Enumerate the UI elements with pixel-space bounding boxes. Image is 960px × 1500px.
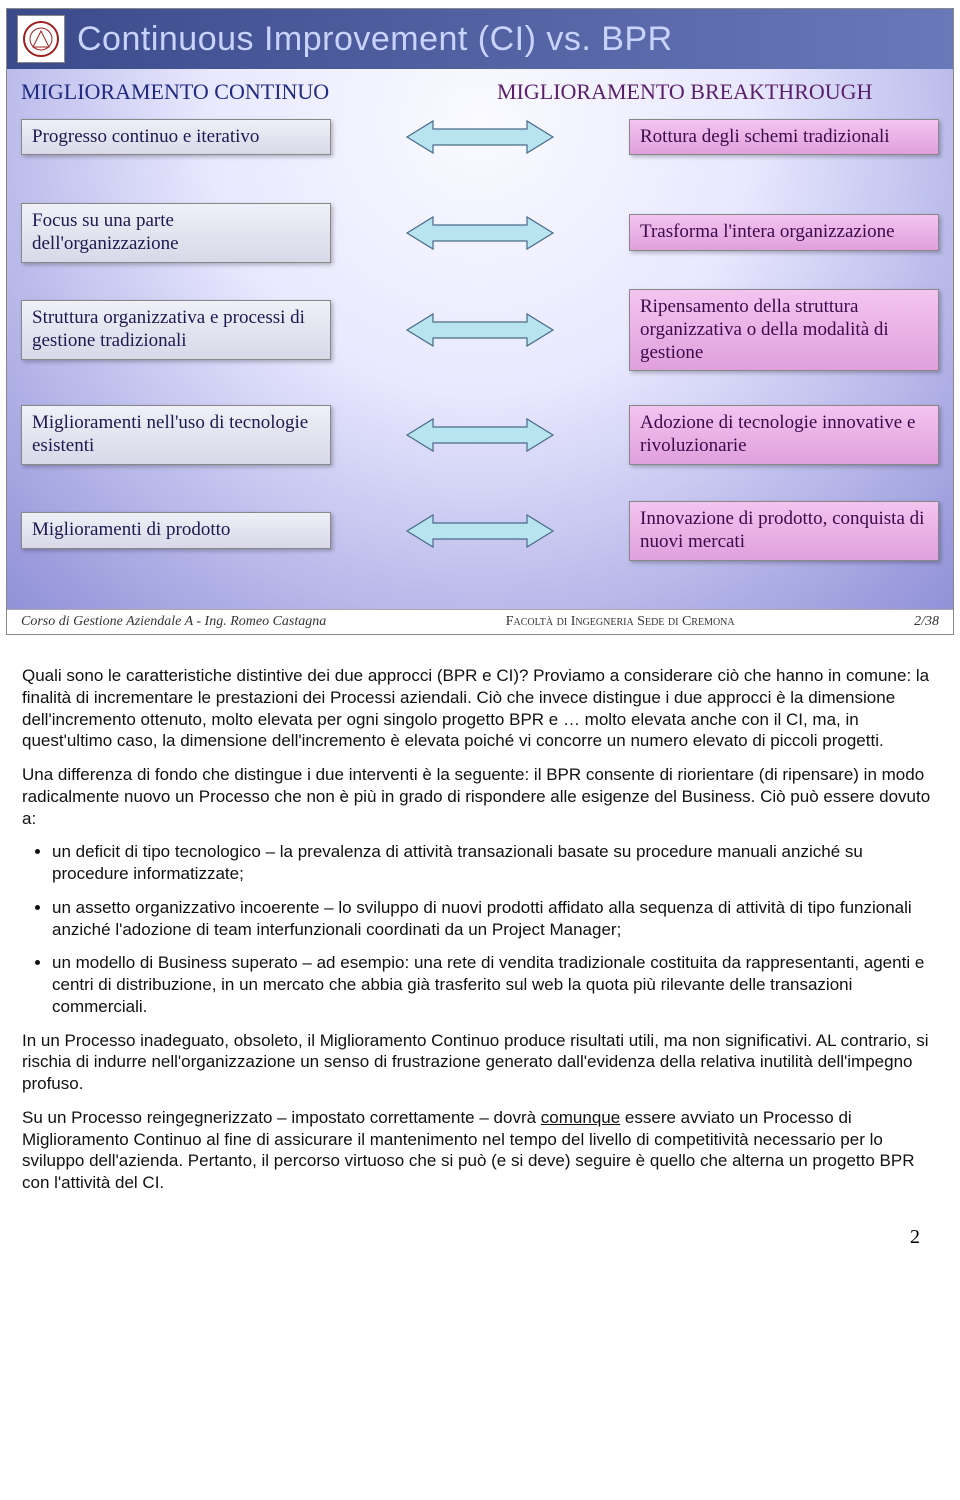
comparison-row: Struttura organizzativa e processi di ge… <box>21 289 939 371</box>
comparison-row: Miglioramenti di prodotto Innovazione di … <box>21 501 939 561</box>
comparison-row: Focus su una parte dell'organizzazione Tr… <box>21 203 939 263</box>
page-number: 2 <box>0 1226 960 1269</box>
notes-bullet: un deficit di tipo tecnologico – la prev… <box>52 841 938 885</box>
double-arrow-icon <box>331 415 629 455</box>
underlined-word: comunque <box>541 1108 620 1127</box>
footer-left: Corso di Gestione Aziendale A - Ing. Rom… <box>21 614 326 630</box>
column-heading-left: MIGLIORAMENTO CONTINUO <box>21 79 329 105</box>
left-box: Progresso continuo e iterativo <box>21 119 331 156</box>
notes-paragraph: In un Processo inadeguato, obsoleto, il … <box>22 1030 938 1095</box>
institution-logo <box>17 15 65 63</box>
column-heading-right: MIGLIORAMENTO BREAKTHROUGH <box>497 79 872 105</box>
left-box: Focus su una parte dell'organizzazione <box>21 203 331 263</box>
right-box: Innovazione di prodotto, conquista di nu… <box>629 501 939 561</box>
slide-title-bar: Continuous Improvement (CI) vs. BPR <box>7 9 953 69</box>
lecture-notes: Quali sono le caratteristiche distintive… <box>0 665 960 1226</box>
notes-bullet: un modello di Business superato – ad ese… <box>52 952 938 1017</box>
footer-right: 2/38 <box>914 614 939 630</box>
notes-paragraph: Quali sono le caratteristiche distintive… <box>22 665 938 752</box>
right-box: Ripensamento della struttura organizzati… <box>629 289 939 371</box>
left-box: Miglioramenti nell'uso di tecnologie esi… <box>21 405 331 465</box>
right-box: Trasforma l'intera organizzazione <box>629 214 939 251</box>
comparison-row: Progresso continuo e iterativo Rottura de… <box>21 117 939 157</box>
footer-mid: Facoltà di Ingegneria Sede di Cremona <box>506 614 735 630</box>
notes-paragraph: Una differenza di fondo che distingue i … <box>22 764 938 829</box>
double-arrow-icon <box>331 117 629 157</box>
double-arrow-icon <box>331 310 629 350</box>
right-box: Adozione di tecnologie innovative e rivo… <box>629 405 939 465</box>
slide-container: Continuous Improvement (CI) vs. BPR MIGL… <box>6 8 954 635</box>
comparison-row: Miglioramenti nell'uso di tecnologie esi… <box>21 405 939 465</box>
notes-bullet: un assetto organizzativo incoerente – lo… <box>52 897 938 941</box>
right-box: Rottura degli schemi tradizionali <box>629 119 939 156</box>
double-arrow-icon <box>331 213 629 253</box>
left-box: Miglioramenti di prodotto <box>21 512 331 549</box>
double-arrow-icon <box>331 511 629 551</box>
slide-body: MIGLIORAMENTO CONTINUO MIGLIORAMENTO BRE… <box>7 69 953 609</box>
left-box: Struttura organizzativa e processi di ge… <box>21 300 331 360</box>
slide-footer: Corso di Gestione Aziendale A - Ing. Rom… <box>7 609 953 634</box>
notes-bullet-list: un deficit di tipo tecnologico – la prev… <box>22 841 938 1017</box>
notes-paragraph: Su un Processo reingegnerizzato – impost… <box>22 1107 938 1194</box>
slide-title: Continuous Improvement (CI) vs. BPR <box>77 20 673 59</box>
